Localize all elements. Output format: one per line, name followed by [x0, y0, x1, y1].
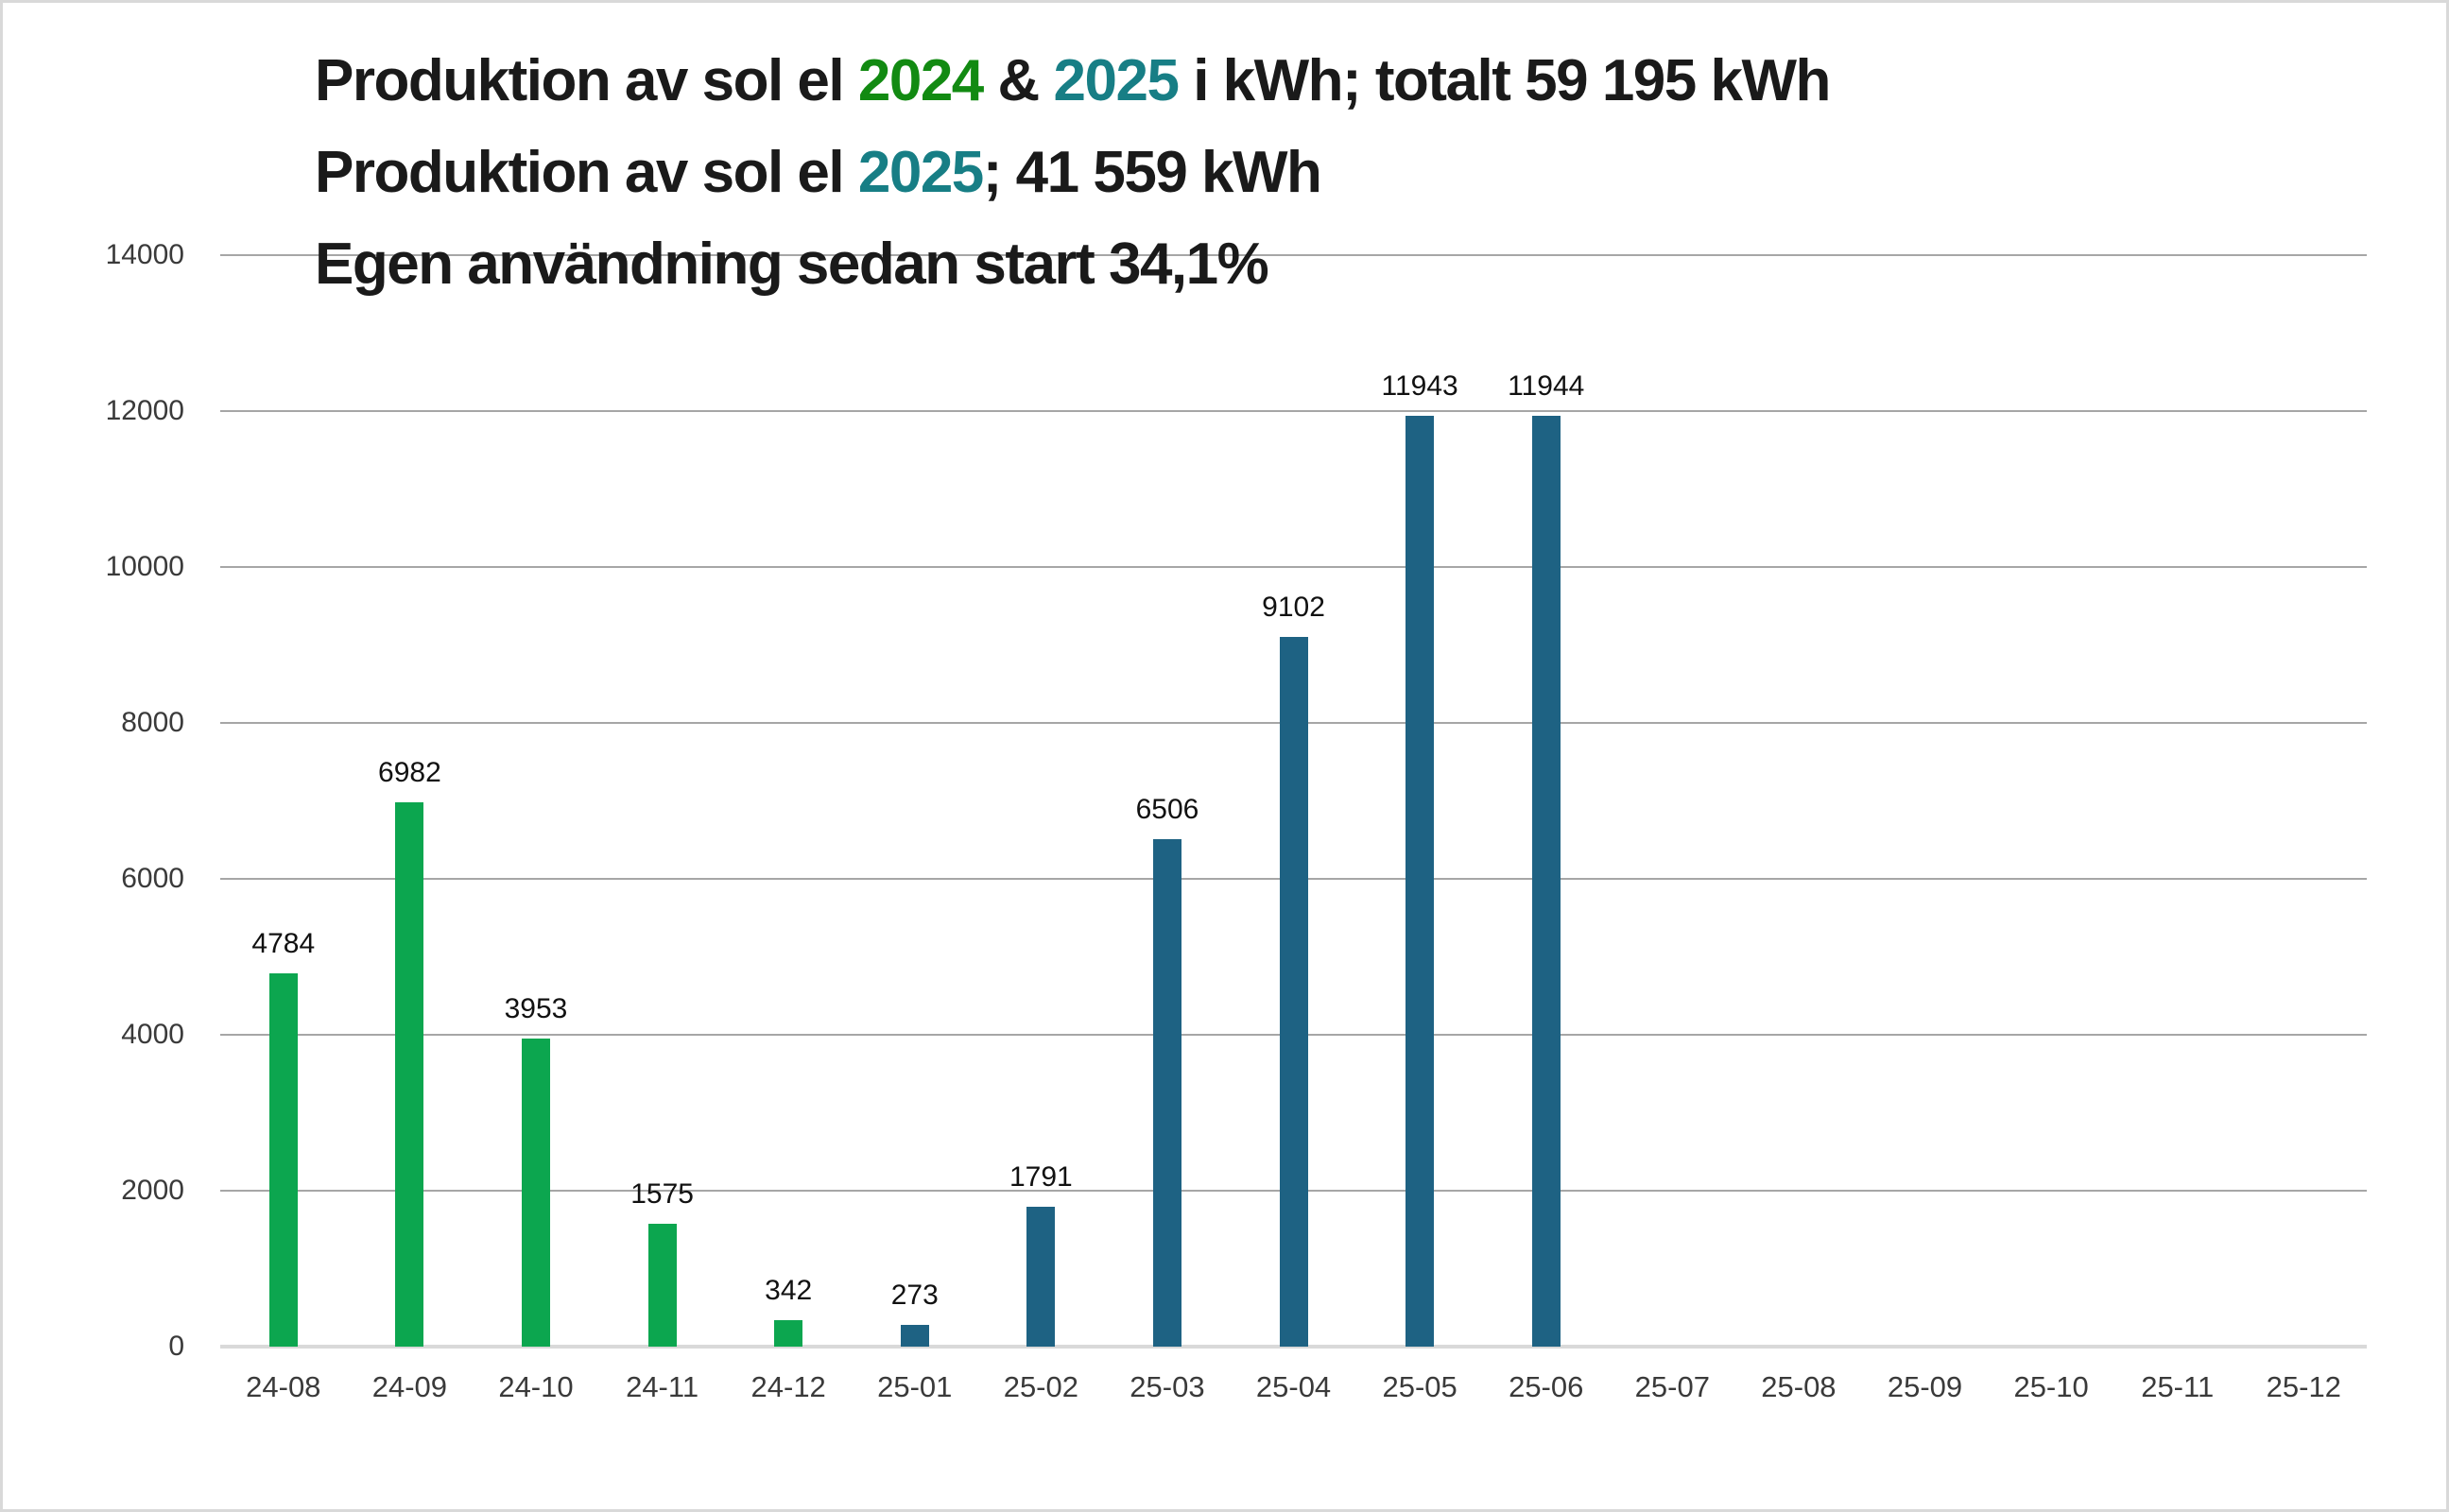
x-tick-label-25-07: 25-07	[1634, 1370, 1710, 1403]
x-tick-label-24-08: 24-08	[246, 1370, 321, 1403]
bar-25-03	[1152, 839, 1181, 1347]
bar-24-10	[521, 1039, 550, 1347]
x-tick-label-25-01: 25-01	[877, 1370, 953, 1403]
title-line-3: Egen användning sedan start 34,1%	[315, 218, 1830, 310]
bar-value-label-24-08: 4784	[251, 928, 316, 959]
category-slot-24-09: 6982	[347, 255, 474, 1347]
bar-value-label-24-09: 6982	[378, 757, 441, 788]
title-segment: Produktion av sol el	[315, 140, 858, 205]
category-slot-25-01: 273	[852, 255, 978, 1347]
bar-value-label-25-01: 273	[890, 1280, 939, 1311]
gridline-14000	[220, 254, 2367, 256]
x-tick-label-24-11: 24-11	[626, 1370, 699, 1403]
category-slot-24-11: 1575	[599, 255, 726, 1347]
x-tick-label-25-09: 25-09	[1887, 1370, 1963, 1403]
y-tick-label-10000: 10000	[105, 551, 184, 582]
x-axis: 24-08 24-09 24-10 24-11 24-12 25-01 25-02 25-03…	[220, 1370, 2367, 1404]
y-tick-label-8000: 8000	[121, 707, 184, 738]
category-slot-24-10: 3953	[473, 255, 599, 1347]
title-segment: &	[982, 48, 1054, 113]
title-segment: ; 41 559 kWh	[982, 140, 1322, 205]
bar-24-12	[774, 1320, 803, 1347]
title-line-2: Produktion av sol el 2025; 41 559 kWh	[315, 127, 1830, 218]
bar-value-label-25-03: 6506	[1135, 794, 1199, 825]
bar-25-05	[1406, 416, 1435, 1347]
bar-value-label-25-02: 1791	[1009, 1161, 1073, 1193]
bar-value-label-25-06: 11944	[1508, 370, 1585, 402]
category-slot-25-11	[2114, 255, 2241, 1347]
x-tick-label-25-08: 25-08	[1761, 1370, 1837, 1403]
category-slot-25-09	[1862, 255, 1989, 1347]
category-slot-25-12	[2241, 255, 2368, 1347]
y-tick-label-6000: 6000	[121, 863, 184, 894]
y-tick-label-0: 0	[168, 1331, 184, 1362]
x-tick-label-25-11: 25-11	[2141, 1370, 2215, 1403]
category-slot-25-02: 1791	[978, 255, 1105, 1347]
title-segment: 2025	[1053, 48, 1180, 113]
title-segment: i kWh; totalt 59 195 kWh	[1178, 48, 1831, 113]
x-tick-label-25-05: 25-05	[1382, 1370, 1457, 1403]
y-tick-label-4000: 4000	[121, 1019, 184, 1050]
category-slot-25-03: 6506	[1104, 255, 1231, 1347]
y-tick-label-12000: 12000	[105, 395, 184, 426]
bar-25-02	[1026, 1207, 1056, 1347]
x-tick-label-25-03: 25-03	[1130, 1370, 1205, 1403]
bars-container: 4784 6982 3953 1575 342 273 1791 6506 9102 11943 1…	[220, 255, 2367, 1347]
bar-24-08	[268, 973, 298, 1347]
chart-title: Produktion av sol el 2024 & 2025 i kWh; …	[315, 35, 1831, 310]
plot-area: 4784 6982 3953 1575 342 273 1791 6506 9102 11943 1…	[220, 254, 2367, 1349]
bar-value-label-25-04: 9102	[1262, 592, 1325, 623]
category-slot-25-04: 9102	[1231, 255, 1357, 1347]
x-tick-label-25-06: 25-06	[1509, 1370, 1584, 1403]
category-slot-25-08	[1735, 255, 1862, 1347]
x-tick-label-24-12: 24-12	[750, 1370, 826, 1403]
x-tick-label-24-10: 24-10	[498, 1370, 574, 1403]
bar-25-04	[1279, 637, 1308, 1347]
title-line-1: Produktion av sol el 2024 & 2025 i kWh; …	[315, 35, 1831, 127]
gridline-10000	[220, 566, 2367, 568]
category-slot-25-10	[1988, 255, 2114, 1347]
bar-value-label-24-11: 1575	[630, 1178, 694, 1210]
bar-value-label-24-10: 3953	[504, 993, 568, 1024]
category-slot-24-08: 4784	[220, 255, 347, 1347]
bar-24-11	[647, 1224, 677, 1347]
title-segment: Produktion av sol el	[315, 48, 858, 113]
x-tick-label-25-04: 25-04	[1255, 1370, 1332, 1403]
gridline-12000	[220, 410, 2367, 412]
category-slot-25-06: 11944	[1483, 255, 1610, 1347]
bar-25-06	[1531, 416, 1561, 1347]
y-tick-label-14000: 14000	[105, 239, 184, 270]
x-tick-label-25-12: 25-12	[2266, 1370, 2341, 1403]
bar-value-label-25-05: 11943	[1381, 370, 1458, 402]
category-slot-25-07	[1610, 255, 1736, 1347]
title-segment: 2025	[857, 140, 984, 205]
bar-24-09	[395, 802, 424, 1347]
y-tick-label-2000: 2000	[121, 1175, 184, 1206]
title-segment: 2024	[857, 48, 984, 113]
category-slot-24-12: 342	[725, 255, 852, 1347]
x-tick-label-25-10: 25-10	[2013, 1370, 2089, 1403]
category-slot-25-05: 11943	[1356, 255, 1483, 1347]
bar-25-01	[900, 1325, 929, 1347]
title-segment: Egen användning sedan start 34,1%	[315, 232, 1269, 297]
x-axis-line	[220, 1345, 2367, 1349]
x-tick-label-25-02: 25-02	[1003, 1370, 1078, 1403]
bar-value-label-24-12: 342	[765, 1275, 813, 1306]
x-tick-label-24-09: 24-09	[371, 1370, 448, 1403]
